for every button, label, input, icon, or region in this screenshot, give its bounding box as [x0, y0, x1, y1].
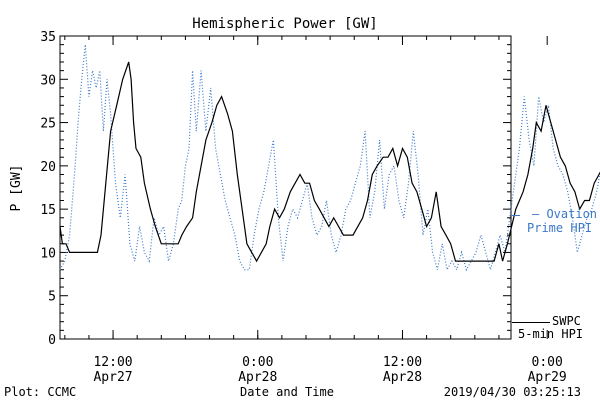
y-tick-label: 5 — [48, 290, 56, 305]
swpc-legend-label-2: 5-min HPI — [518, 327, 584, 341]
y-tick-label: 0 — [48, 333, 56, 348]
y-tick-label: 30 — [40, 73, 56, 88]
plot-area — [59, 35, 512, 340]
ovation-legend-label-2: Prime HPI — [527, 221, 593, 235]
swpc-legend-label-1: SWPC — [552, 314, 581, 328]
x-tick-label-date: Apr28 — [238, 370, 277, 385]
y-axis-label: P [GW] — [9, 165, 24, 212]
y-tick-label: 20 — [40, 160, 56, 175]
swpc-legend-line — [512, 322, 550, 323]
y-axis: 0 5 10 15 20 25 30 35 — [40, 30, 511, 348]
timestamp: 2019/04/30 03:25:13 — [444, 385, 581, 399]
x-tick-label-date: Apr27 — [93, 370, 132, 385]
chart-title: Hemispheric Power [GW] — [192, 16, 377, 32]
y-tick-label: 25 — [40, 117, 56, 132]
x-tick-label-time: 12:00 — [93, 355, 132, 370]
x-tick-label-date: Apr28 — [383, 370, 422, 385]
ovation-legend-label-1: — Ovation — [532, 207, 598, 221]
y-tick-label: 10 — [40, 246, 56, 261]
x-tick-label-time: 12:00 — [383, 355, 422, 370]
series-layer — [59, 44, 600, 272]
x-axis-label: Date and Time — [240, 385, 334, 399]
x-axis: 12:00Apr270:00Apr2812:00Apr280:00Apr2912… — [64, 36, 567, 385]
y-tick-label: 15 — [40, 203, 56, 218]
x-tick-label-time: 0:00 — [532, 355, 563, 370]
ovation-legend-line — [512, 215, 520, 216]
y-tick-label: 35 — [40, 30, 56, 45]
plot-credit: Plot: CCMC — [4, 385, 76, 399]
x-tick-label-time: 0:00 — [242, 355, 273, 370]
x-tick-label-date: Apr29 — [528, 370, 567, 385]
swpc-hpi-series-line — [59, 61, 600, 263]
